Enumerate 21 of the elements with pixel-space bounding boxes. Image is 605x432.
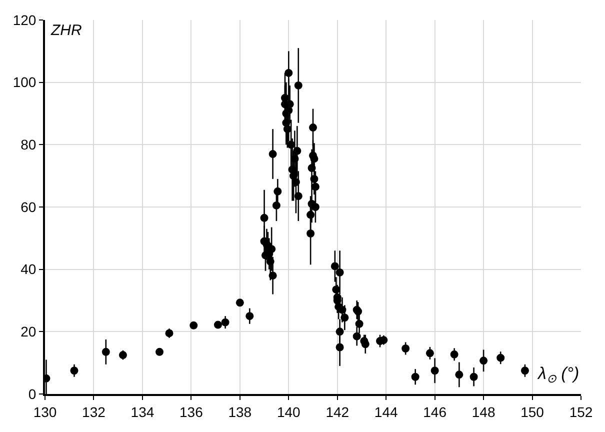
x-tick-label: 138 — [228, 404, 252, 420]
y-tick-label: 40 — [20, 261, 36, 278]
y-tick-label: 20 — [20, 324, 36, 340]
x-tick-label: 142 — [326, 404, 350, 420]
y-tick-label: 80 — [20, 136, 36, 153]
y-tick-label: 60 — [20, 198, 36, 215]
x-tick-label: 140 — [276, 404, 301, 420]
x-tick-label: 134 — [130, 404, 154, 420]
x-tick-label: 148 — [472, 404, 496, 420]
x-tick-label: 132 — [82, 404, 106, 420]
y-tick-label: 0 — [28, 386, 36, 402]
x-tick-label: 130 — [33, 404, 57, 420]
x-tick-label: 144 — [374, 404, 398, 420]
x-tick-label: 146 — [423, 404, 447, 420]
y-axis-title: ZHR — [50, 22, 82, 39]
y-tick-label: 120 — [12, 12, 36, 28]
y-tick-label: 100 — [12, 74, 36, 90]
x-tick-label: 152 — [569, 404, 593, 420]
x-tick-label: 136 — [180, 404, 204, 420]
x-axis-title: λ$_{⊙}$ (°) — [537, 364, 580, 386]
x-tick-label: 150 — [520, 404, 544, 420]
